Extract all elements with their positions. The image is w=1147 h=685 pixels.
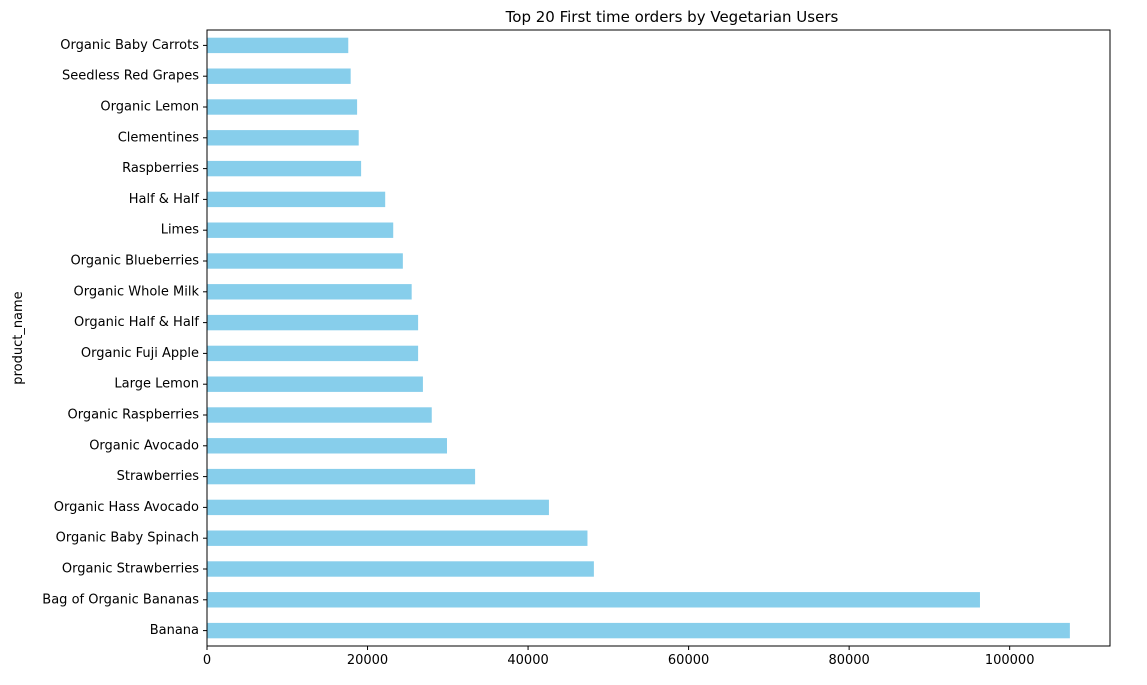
category-label: Limes (161, 223, 200, 238)
category-label: Raspberries (122, 161, 199, 176)
category-label: Seedless Red Grapes (62, 69, 199, 84)
category-label: Large Lemon (114, 377, 199, 392)
category-label: Organic Lemon (100, 100, 199, 115)
y-axis-label: product_name (11, 291, 26, 384)
category-label: Organic Avocado (89, 438, 199, 453)
bar (207, 561, 594, 577)
category-label: Organic Hass Avocado (54, 500, 199, 515)
bar (207, 68, 351, 84)
bar (207, 284, 412, 300)
bar (207, 407, 432, 423)
category-label: Organic Baby Spinach (56, 531, 199, 546)
bar (207, 438, 447, 454)
bar (207, 345, 419, 362)
category-label: Organic Strawberries (62, 562, 199, 577)
bar (207, 314, 419, 331)
bar (207, 160, 362, 177)
bar (207, 468, 476, 485)
bar (207, 592, 980, 608)
x-tick-label: 20000 (347, 653, 388, 668)
chart-title: Top 20 First time orders by Vegetarian U… (505, 8, 839, 26)
x-tick-label: 0 (203, 653, 211, 668)
bar (207, 37, 349, 54)
category-label: Organic Whole Milk (74, 284, 200, 299)
category-label: Bag of Organic Bananas (42, 592, 199, 607)
bar (207, 191, 386, 208)
plot-frame (206, 29, 1111, 647)
bar (207, 253, 403, 269)
category-label: Organic Baby Carrots (60, 38, 199, 53)
x-tick-label: 80000 (828, 653, 869, 668)
category-label: Organic Blueberries (70, 254, 199, 269)
bar (207, 530, 588, 546)
x-tick-label: 100000 (985, 653, 1035, 668)
category-label: Clementines (118, 130, 200, 145)
x-tick-label: 60000 (668, 653, 709, 668)
category-label: Organic Half & Half (74, 315, 199, 330)
bars-layer (207, 37, 1070, 639)
category-label: Organic Raspberries (67, 408, 199, 423)
category-label: Half & Half (129, 192, 200, 207)
bar (207, 99, 358, 115)
bar (207, 622, 1070, 639)
axes-layer: Organic Baby Carrots Seedless Red Grapes O… (42, 29, 1111, 668)
category-label: Banana (150, 623, 199, 638)
bar (207, 499, 549, 516)
category-label: Organic Fuji Apple (81, 346, 199, 361)
bar (207, 222, 394, 238)
bar (207, 376, 423, 392)
bar (207, 130, 359, 146)
x-tick-label: 40000 (507, 653, 548, 668)
category-label: Strawberries (117, 469, 200, 484)
